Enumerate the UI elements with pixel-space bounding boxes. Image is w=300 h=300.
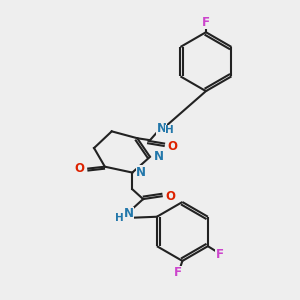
Text: O: O (166, 190, 176, 202)
Text: F: F (216, 248, 224, 260)
Text: H: H (165, 125, 174, 135)
Text: N: N (157, 122, 167, 135)
Text: O: O (74, 162, 84, 175)
Text: N: N (154, 150, 164, 164)
Text: H: H (115, 213, 124, 223)
Text: O: O (168, 140, 178, 153)
Text: N: N (136, 166, 146, 179)
Text: F: F (173, 266, 181, 279)
Text: N: N (123, 207, 134, 220)
Text: F: F (202, 16, 210, 29)
